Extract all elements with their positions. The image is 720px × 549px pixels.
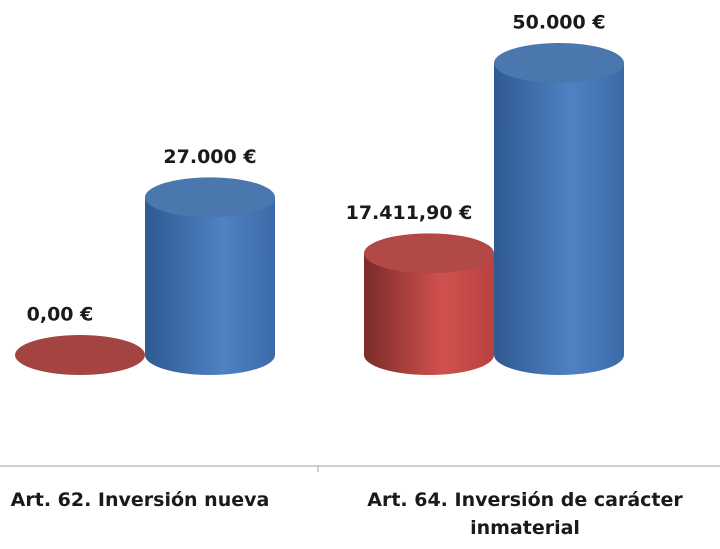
- x-tick-label: Art. 64. Inversión de carácter inmateria…: [367, 489, 683, 539]
- cylinder: [15, 335, 145, 375]
- cylinder: [145, 177, 275, 375]
- cylinder-body: [364, 253, 494, 375]
- data-label: 27.000 €: [163, 146, 256, 168]
- cylinder-body: [494, 63, 624, 375]
- cylinder-top: [494, 43, 624, 83]
- data-label: 50.000 €: [512, 12, 605, 34]
- cylinder: [364, 233, 494, 375]
- cylinder-body: [145, 197, 275, 375]
- cylinder-top: [364, 233, 494, 274]
- cylinder: [494, 43, 624, 375]
- cylinder-top: [15, 335, 145, 375]
- data-label: 17.411,90 €: [346, 202, 473, 224]
- data-label: 0,00 €: [27, 304, 94, 326]
- x-tick-label: Art. 62. Inversión nueva: [10, 489, 270, 511]
- cylinder-top: [145, 177, 275, 218]
